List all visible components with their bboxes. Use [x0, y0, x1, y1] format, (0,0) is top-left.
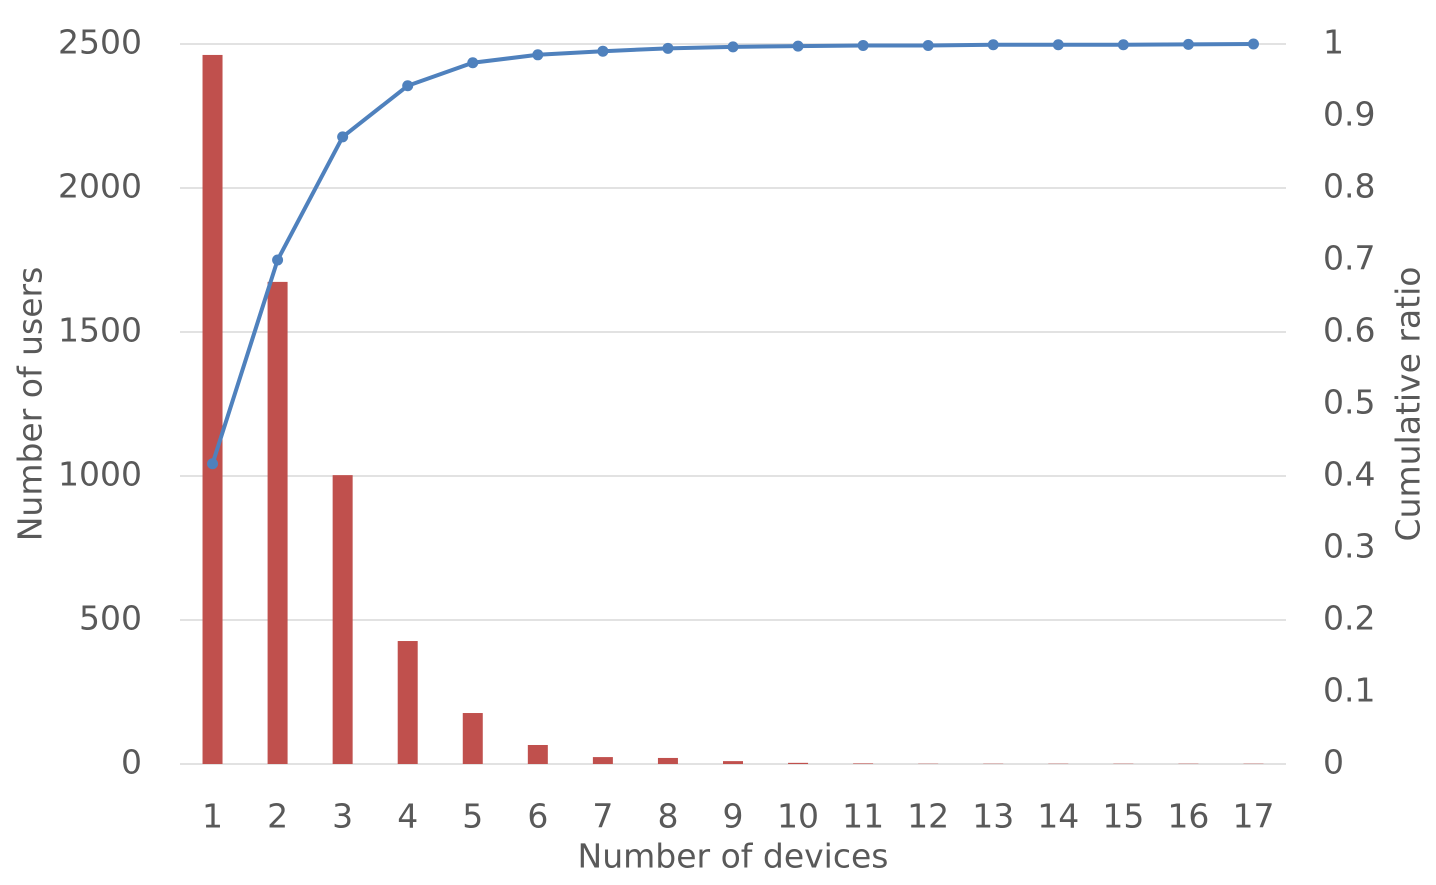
x-tick-label: 14	[1037, 797, 1079, 836]
point	[1117, 39, 1129, 51]
point	[987, 39, 999, 51]
y2-tick-label: 0.7	[1323, 239, 1375, 278]
x-tick-label: 16	[1167, 797, 1209, 836]
y2-tick-label: 0.4	[1323, 455, 1375, 494]
y-axis-title: Number of users	[11, 267, 50, 542]
point	[662, 42, 674, 54]
x-tick-label: 7	[592, 797, 613, 836]
point	[532, 49, 544, 61]
y2-tick-label: 0.1	[1323, 671, 1375, 710]
line	[210, 42, 1254, 465]
x-axis-title: Number of devices	[578, 837, 889, 876]
x-tick-label: 3	[332, 797, 353, 836]
x-tick-label: 5	[462, 797, 483, 836]
point	[467, 57, 479, 69]
point	[272, 254, 284, 266]
y2-tick-label: 0.5	[1323, 383, 1375, 422]
x-tick-label: 17	[1232, 797, 1274, 836]
x-tick-label: 12	[907, 797, 949, 836]
x-tick-label: 9	[723, 797, 744, 836]
y2-axis-title: Cumulative ratio	[1389, 267, 1428, 542]
bar	[723, 761, 743, 764]
point	[597, 45, 609, 57]
x-tick-label: 2	[267, 797, 288, 836]
x-tick-label: 13	[972, 797, 1014, 836]
x-tick-label: 15	[1102, 797, 1144, 836]
bar	[462, 713, 483, 764]
y2-tick-label: 0.3	[1323, 527, 1375, 566]
bar	[788, 762, 809, 764]
y2-tick-label: 0.8	[1323, 167, 1375, 206]
y-tick-label: 2500	[58, 23, 142, 62]
point	[1182, 38, 1194, 50]
x-tick-label: 10	[777, 797, 819, 836]
point	[207, 458, 219, 470]
bar	[657, 757, 678, 764]
bar	[332, 475, 353, 764]
x-tick-label: 4	[397, 797, 418, 836]
bar	[853, 763, 874, 764]
bar	[592, 757, 613, 764]
point	[1052, 39, 1064, 51]
x-tick-label: 8	[657, 797, 678, 836]
y2-tick-label: 1	[1323, 23, 1344, 62]
bar	[527, 744, 548, 764]
point	[857, 39, 869, 51]
y-tick-label: 0	[121, 743, 142, 782]
y-tick-label: 500	[79, 599, 142, 638]
y2-tick-label: 0.6	[1323, 311, 1375, 350]
point	[792, 40, 804, 52]
x-tick-label: 11	[842, 797, 884, 836]
point	[1247, 38, 1259, 50]
point	[922, 39, 934, 51]
y2-tick-label: 0.2	[1323, 599, 1375, 638]
y2-tick-label: 0	[1323, 743, 1344, 782]
x-tick-label: 1	[202, 797, 223, 836]
bar	[267, 281, 288, 764]
point	[402, 80, 414, 92]
y-tick-label: 1500	[58, 311, 142, 350]
y-tick-label: 2000	[58, 167, 142, 206]
point	[337, 131, 349, 143]
point	[727, 41, 739, 53]
bar	[397, 641, 418, 764]
y-tick-label: 1000	[58, 455, 142, 494]
x-tick-label: 6	[527, 797, 548, 836]
y2-tick-label: 0.9	[1323, 95, 1375, 134]
bar	[202, 54, 223, 765]
